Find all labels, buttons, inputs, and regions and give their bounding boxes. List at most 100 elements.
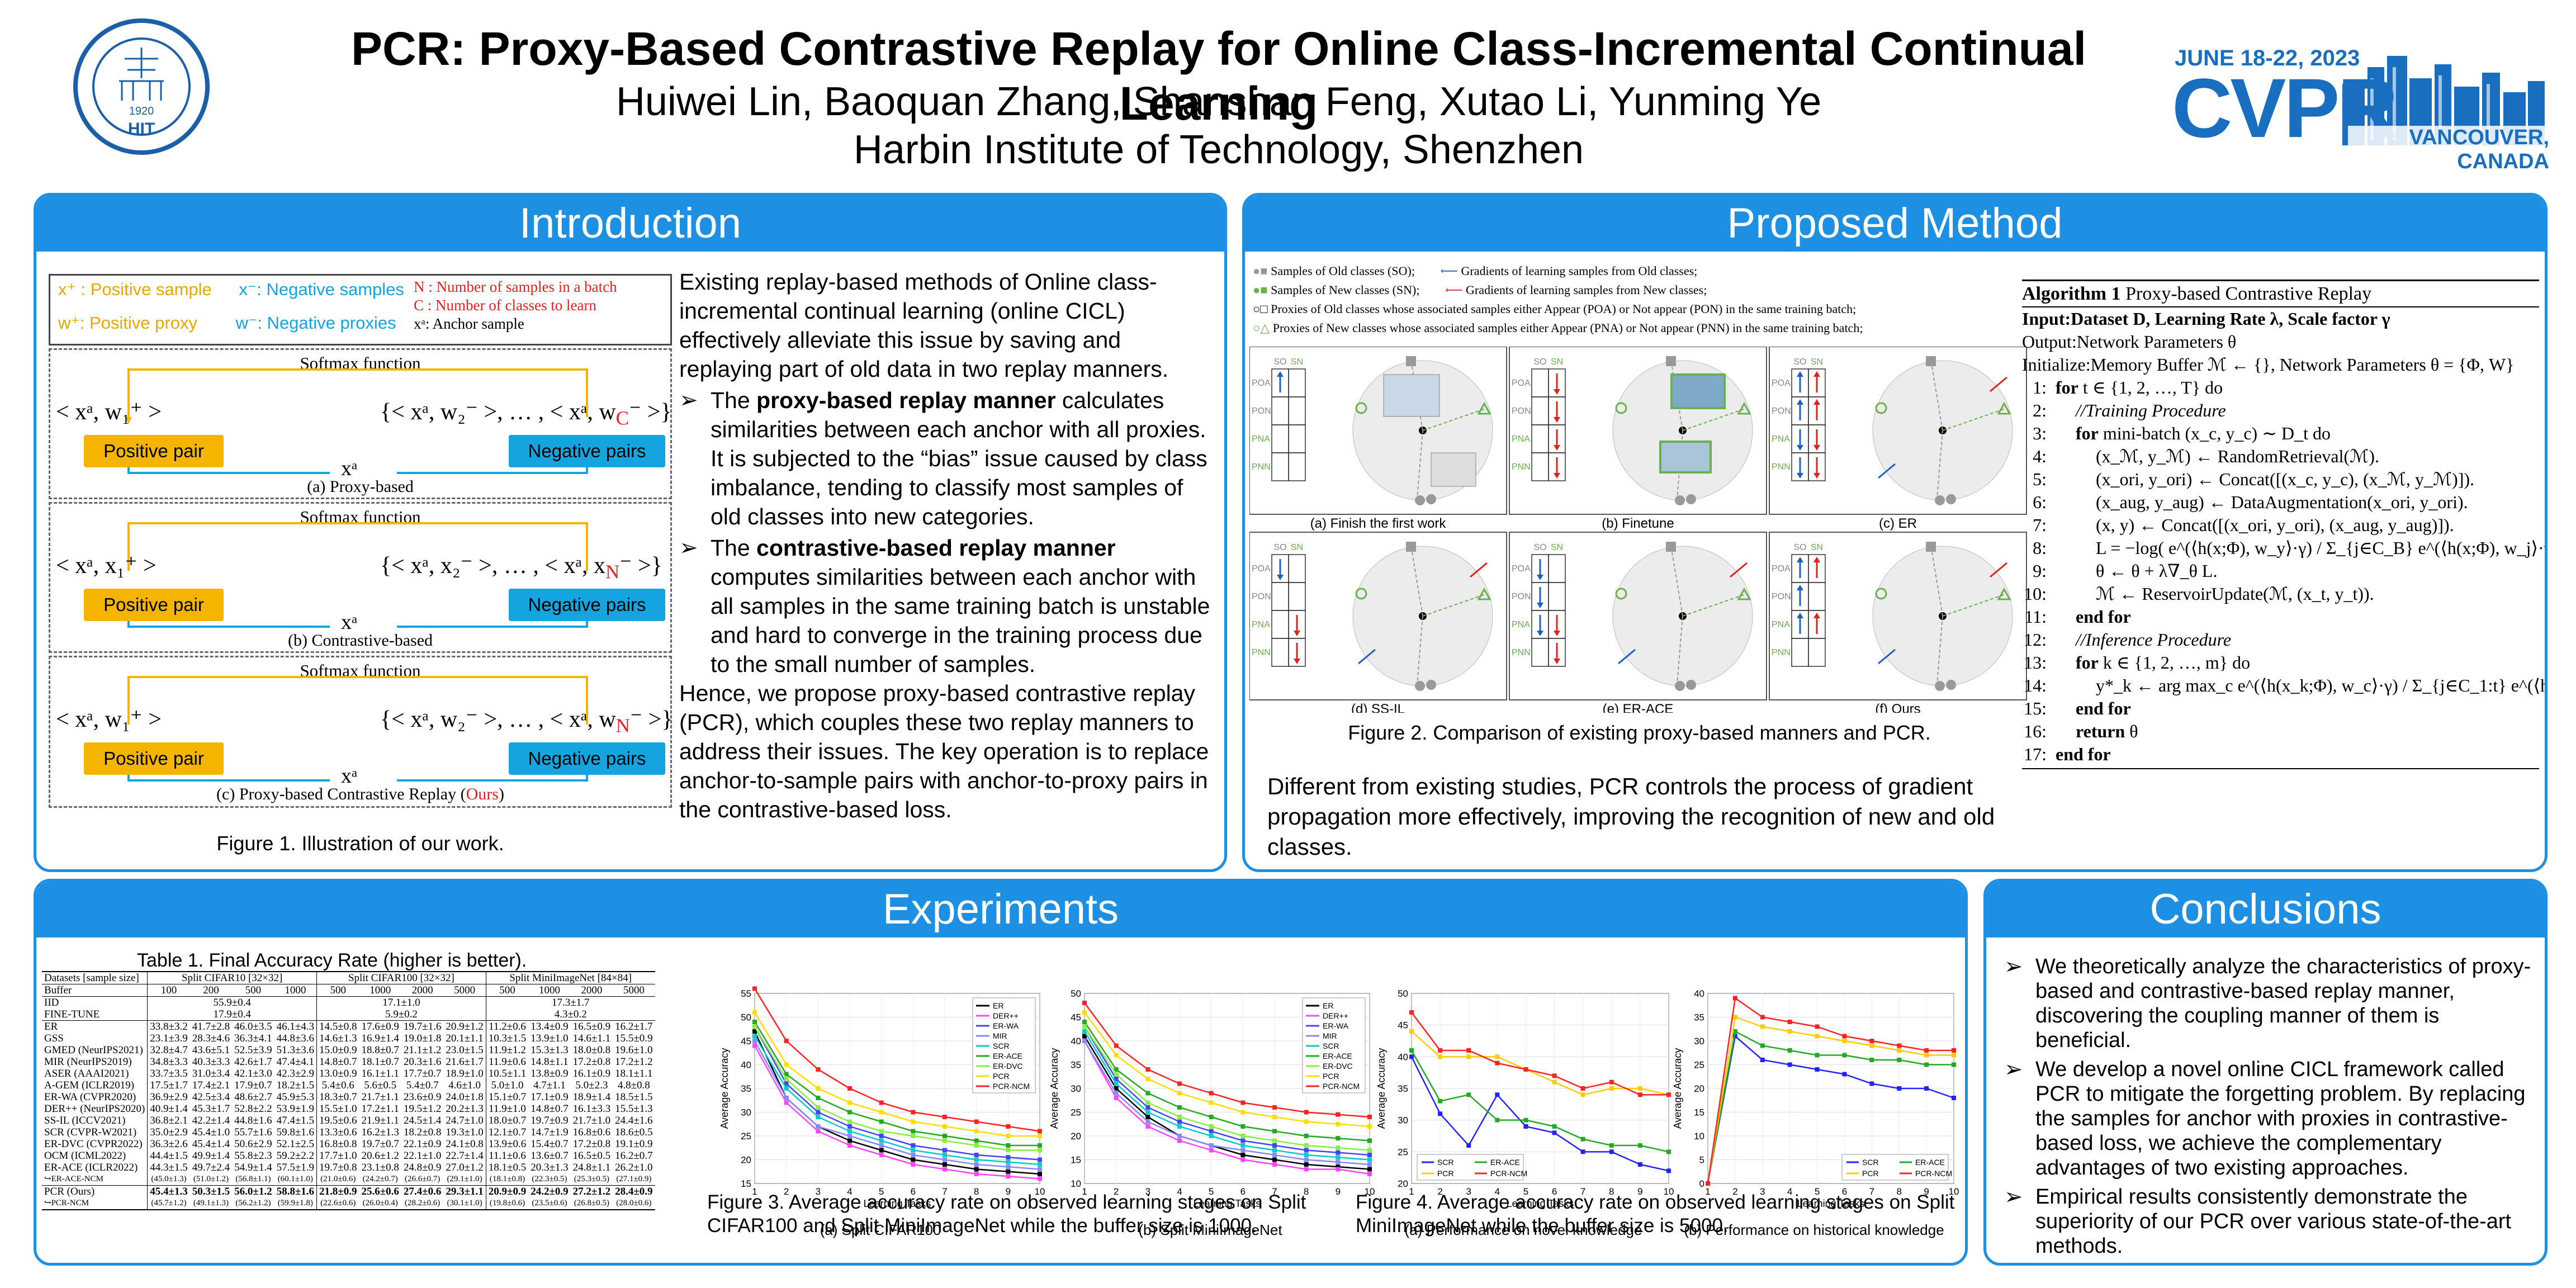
data-point — [974, 1143, 979, 1148]
data-point — [847, 1086, 852, 1091]
data-point — [816, 1067, 821, 1072]
method-heading: Proposed Method — [1245, 196, 2545, 252]
x-tick-label: 5 — [1815, 1186, 1820, 1197]
data-point — [1409, 1048, 1414, 1053]
data-point — [1842, 1034, 1847, 1039]
x-tick-label: 10 — [1949, 1186, 1959, 1197]
table-buffer-row: Buffer 100 200 500 1000 500 1000 2000 5000 500 100… — [42, 984, 655, 997]
x-tick-label: 8 — [1304, 1186, 1309, 1197]
alg-output: Output:Network Parameters θ — [2022, 332, 2237, 352]
data-point — [1523, 1067, 1528, 1072]
legend-entry: DER++ — [993, 1011, 1019, 1020]
legend-entry: ER-WA — [993, 1021, 1019, 1030]
legend-entry: MIR — [993, 1031, 1007, 1040]
data-point — [1523, 1117, 1528, 1123]
fig3a-sub: (a) Split CIFAR100 — [820, 1221, 941, 1238]
data-point — [1304, 1157, 1309, 1162]
table-row: OCM (ICML2022) 44.4±1.5 49.9±1.4 55.8±2.3 59… — [44, 1150, 653, 1162]
data-point — [1760, 1024, 1765, 1029]
x-tick-label: 7 — [942, 1186, 947, 1197]
data-point — [1177, 1119, 1182, 1124]
data-point — [784, 1086, 789, 1091]
data-point — [911, 1129, 916, 1134]
data-point — [911, 1110, 916, 1115]
table-title: Table 1. Final Accuracy Rate (higher is … — [137, 950, 527, 971]
data-point — [784, 1081, 789, 1086]
table-row: ER-DVC (CVPR2022) 36.3±2.6 45.4±1.4 50.6±2.… — [44, 1138, 653, 1150]
cvpr-place: VANCOUVER, CANADA — [2348, 126, 2549, 174]
data-point — [816, 1105, 821, 1110]
data-point — [1367, 1138, 1372, 1143]
data-point — [1336, 1164, 1341, 1169]
y-tick-label: 50 — [1071, 988, 1081, 999]
data-point — [879, 1110, 884, 1115]
x-tick-label: 1 — [1409, 1186, 1414, 1197]
data-point — [1706, 1181, 1710, 1186]
data-point — [943, 1138, 947, 1143]
legend-entry: ER-ACE — [1490, 1158, 1520, 1167]
experiments-heading: Experiments — [36, 882, 1965, 937]
data-point — [1869, 1058, 1874, 1062]
data-point — [1114, 1086, 1119, 1091]
svg-text:POA: POA — [1252, 378, 1271, 388]
data-point — [1038, 1129, 1042, 1134]
legend-entry: PCR — [1323, 1072, 1339, 1081]
svg-text:PNA: PNA — [1512, 434, 1530, 444]
legend-entry: ER-DVC — [993, 1062, 1023, 1071]
alg-line: 10: ℳ ← ReservoirUpdate(ℳ, (x_t, y_t)). — [2024, 584, 2374, 604]
table-row: SCR (CVPR-W2021) 35.0±2.9 45.4±1.0 55.7±1.6… — [44, 1126, 653, 1138]
fig4b-sub: (b) Performance on historical knowledge — [1684, 1221, 1944, 1238]
legend-n: N : Number of samples in a batch — [414, 278, 617, 295]
data-point — [1114, 1067, 1119, 1072]
data-point — [1637, 1092, 1642, 1097]
hit-logo: 1920 HIT — [72, 17, 211, 157]
x-tick-label: 4 — [1787, 1186, 1792, 1197]
y-tick-label: 20 — [1398, 1178, 1408, 1189]
x-tick-label: 6 — [1842, 1186, 1847, 1197]
data-point — [1038, 1148, 1042, 1153]
data-point — [1732, 996, 1737, 1001]
x-tick-label: 2 — [784, 1186, 789, 1197]
poster-title: PCR: Proxy-Based Contrastive Replay for … — [351, 22, 2087, 130]
expr-b-right: {< xᵃ, x₂⁻ >, … , < xᵃ, xN⁻ >} — [380, 553, 662, 583]
legend-entry: DER++ — [1323, 1011, 1348, 1020]
data-point — [1367, 1172, 1372, 1176]
data-point — [1869, 1043, 1874, 1048]
alg-line: 13: for k ∈ {1, 2, …, m} do — [2024, 652, 2251, 673]
series-line — [1707, 1016, 1954, 1184]
data-point — [911, 1153, 916, 1157]
x-tick-label: 10 — [1664, 1186, 1674, 1197]
data-point — [1209, 1148, 1214, 1153]
legend-entry: SCR — [1862, 1158, 1879, 1167]
data-point — [847, 1110, 852, 1115]
series-line — [754, 1026, 1040, 1151]
data-point — [847, 1119, 852, 1124]
data-point — [974, 1157, 979, 1162]
y-tick-label: 35 — [1071, 1060, 1081, 1071]
data-point — [752, 1010, 757, 1015]
alg-line: 17: end for — [2024, 744, 2111, 764]
svg-text:POA: POA — [1772, 378, 1791, 388]
data-point — [816, 1110, 821, 1115]
x-tick-label: 9 — [1336, 1186, 1341, 1197]
data-point — [1145, 1119, 1150, 1124]
positive-pair-b: Positive pair — [84, 589, 224, 621]
x-tick-label: 8 — [1609, 1186, 1614, 1197]
data-point — [1006, 1169, 1011, 1174]
data-point — [752, 1034, 757, 1039]
data-point — [1815, 1053, 1820, 1058]
data-point — [974, 1162, 979, 1167]
data-point — [943, 1115, 947, 1119]
fig2-subcaption: (c) ER — [1879, 516, 1917, 531]
x-axis-label: Learning Tasks — [1194, 1198, 1261, 1209]
data-point — [1304, 1167, 1309, 1172]
data-point — [1177, 1115, 1182, 1119]
data-point — [1145, 1110, 1150, 1115]
data-point — [1114, 1081, 1119, 1086]
svg-text:SN: SN — [1291, 357, 1303, 367]
data-point — [1272, 1143, 1277, 1148]
data-point — [1495, 1060, 1500, 1066]
data-point — [1336, 1145, 1341, 1150]
data-point — [816, 1096, 821, 1100]
data-point — [1209, 1100, 1214, 1105]
